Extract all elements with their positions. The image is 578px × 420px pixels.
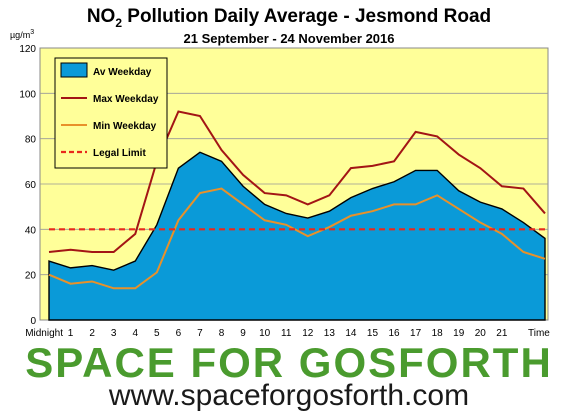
series-av-weekday — [48, 151, 546, 321]
x-tick-5: 5 — [154, 328, 160, 339]
legend-label-legal-limit: Legal Limit — [93, 148, 146, 159]
title-rest: Pollution Daily Average - Jesmond Road — [122, 6, 492, 27]
x-tick-17: 17 — [410, 328, 422, 339]
y-axis-label-sup: 3 — [30, 29, 34, 36]
x-tick-12: 12 — [302, 328, 314, 339]
y-tick-60: 60 — [25, 180, 37, 191]
chart-subtitle: 21 September - 24 November 2016 — [183, 31, 395, 46]
x-tick-2: 2 — [89, 328, 95, 339]
x-tick-18: 18 — [432, 328, 444, 339]
x-tick-9: 9 — [240, 328, 246, 339]
series-max-weekday — [48, 110, 546, 253]
x-tick-19: 19 — [453, 328, 465, 339]
title-subscript: 2 — [115, 15, 122, 30]
legend-label-max-weekday: Max Weekday — [93, 94, 159, 105]
legend-label-min-weekday: Min Weekday — [93, 121, 157, 132]
y-tick-100: 100 — [19, 89, 36, 100]
x-tick-21: 21 — [496, 328, 508, 339]
y-tick-0: 0 — [30, 316, 36, 327]
x-tick-1: 1 — [68, 328, 74, 339]
brand-url: www.spaceforgosforth.com — [108, 379, 470, 412]
chart-title: NO2 Pollution Daily Average - Jesmond Ro… — [0, 6, 578, 30]
y-axis-label: µg/m3 — [10, 29, 34, 40]
series-marks — [48, 110, 546, 321]
x-tick-20: 20 — [475, 328, 487, 339]
legend-label-av-weekday: Av Weekday — [93, 67, 152, 78]
brand-name: SPACE FOR GOSFORTH — [25, 339, 553, 386]
x-tick-15: 15 — [367, 328, 379, 339]
x-tick-0: Midnight — [25, 328, 63, 339]
y-tick-120: 120 — [19, 44, 36, 55]
x-tick-labels: Midnight 1 2 3 4 5 6 7 8 9 10 11 12 13 14 15 16 17 18 19 20 2… — [25, 328, 508, 339]
x-tick-11: 11 — [281, 328, 292, 339]
x-tick-14: 14 — [345, 328, 357, 339]
x-axis-label: Time — [528, 328, 550, 339]
x-tick-8: 8 — [219, 328, 225, 339]
title-main: NO — [86, 6, 116, 27]
y-axis-label-base: µg/m — [10, 30, 30, 40]
legend: Av Weekday Max Weekday Min Weekday Legal Li… — [54, 57, 168, 169]
y-tick-80: 80 — [25, 135, 37, 146]
y-tick-labels: 0 20 40 60 80 100 120 — [19, 44, 36, 327]
x-tick-10: 10 — [259, 328, 271, 339]
x-tick-7: 7 — [197, 328, 203, 339]
legend-swatch-av-weekday — [60, 62, 88, 78]
y-tick-40: 40 — [25, 225, 37, 236]
x-tick-13: 13 — [324, 328, 336, 339]
x-tick-3: 3 — [111, 328, 117, 339]
x-tick-6: 6 — [176, 328, 182, 339]
x-tick-16: 16 — [388, 328, 400, 339]
x-tick-4: 4 — [132, 328, 138, 339]
y-tick-20: 20 — [25, 271, 37, 282]
series-min-weekday — [48, 187, 546, 290]
